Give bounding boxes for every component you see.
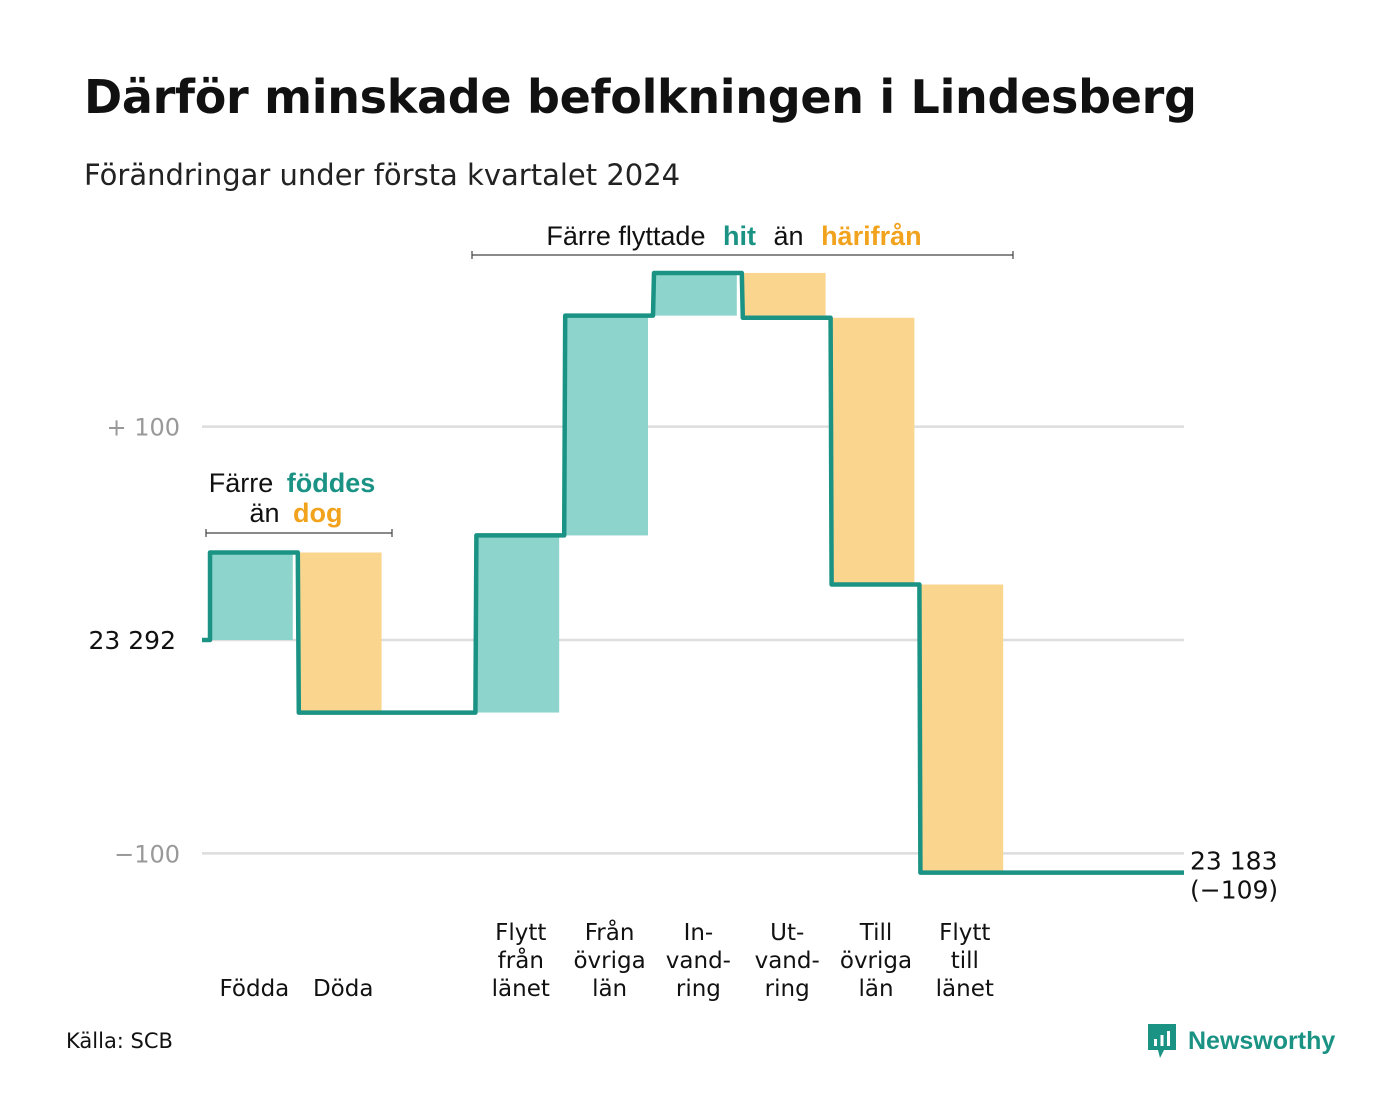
migration-annotation: Färre flyttade hit än härifrån <box>471 221 1014 259</box>
chart-subtitle: Förändringar under första kvartalet 2024 <box>84 158 681 192</box>
category-label: länet <box>936 976 994 1002</box>
category-label: Från <box>585 918 635 946</box>
category-label: ring <box>676 976 721 1002</box>
category-label: vand- <box>666 948 731 974</box>
migration-annotation-prefix: Färre flyttade <box>546 221 705 251</box>
source-note: Källa: SCB <box>66 1029 173 1053</box>
y-tick-label: + 100 <box>106 414 180 442</box>
births-annotation-prefix: Färre <box>209 468 274 498</box>
category-label: övriga <box>573 948 645 974</box>
category-label: In- <box>684 920 714 946</box>
newsworthy-logo[interactable]: Newsworthy <box>1146 1022 1335 1060</box>
migration-annotation-harifran: härifrån <box>821 221 922 251</box>
waterfall-bar <box>654 272 737 316</box>
deaths-annotation-prefix: än <box>249 498 279 528</box>
deaths-annotation-highlight: dog <box>293 498 342 528</box>
category-label: Flytt <box>495 920 546 946</box>
waterfall-bar <box>210 552 293 640</box>
cumulative-step-line <box>202 270 1184 875</box>
category-label: ring <box>765 976 810 1002</box>
bar-layer <box>210 272 1004 873</box>
migration-annotation-hit: hit <box>723 221 756 251</box>
migration-annotation-middle: än <box>774 221 804 251</box>
births-annotation-highlight: föddes <box>287 468 376 498</box>
waterfall-bar <box>742 272 826 318</box>
category-label: Födda <box>220 976 290 1002</box>
births-annotation: Färre föddes än dog <box>205 468 393 537</box>
category-label: vand- <box>755 948 820 974</box>
chart-title: Därför minskade befolkningen i Lindesber… <box>84 70 1197 124</box>
svg-text:Färre flyttade hit: Färre flyttade hit än härifrån <box>546 221 921 251</box>
category-label: Ut- <box>770 920 804 946</box>
end-value-label: 23 183 <box>1190 847 1277 876</box>
newsworthy-logo-icon <box>1148 1024 1176 1058</box>
waterfall-bar <box>920 584 1004 873</box>
baseline-value-label: 23 292 <box>89 626 176 655</box>
category-label: Till <box>859 920 893 946</box>
category-label: län <box>592 976 627 1002</box>
waterfall-bar <box>831 317 915 585</box>
category-label: övriga <box>840 948 912 974</box>
svg-text:Färre föddes: Färre föddes <box>209 468 376 498</box>
category-label: länet <box>492 976 550 1002</box>
line-layer <box>202 270 1184 875</box>
end-change-label: (−109) <box>1190 876 1278 905</box>
y-tick-label: −100 <box>114 840 180 868</box>
category-label: från <box>498 946 544 974</box>
category-label: Flytt <box>939 920 990 946</box>
waterfall-bar <box>565 315 648 536</box>
category-label: till <box>951 948 979 974</box>
svg-text:än dog: än dog <box>249 498 342 528</box>
category-label: Döda <box>313 976 373 1002</box>
waterfall-bar <box>298 552 382 713</box>
brand-name: Newsworthy <box>1188 1026 1336 1055</box>
waterfall-bar <box>476 535 560 713</box>
category-label: län <box>858 976 893 1002</box>
